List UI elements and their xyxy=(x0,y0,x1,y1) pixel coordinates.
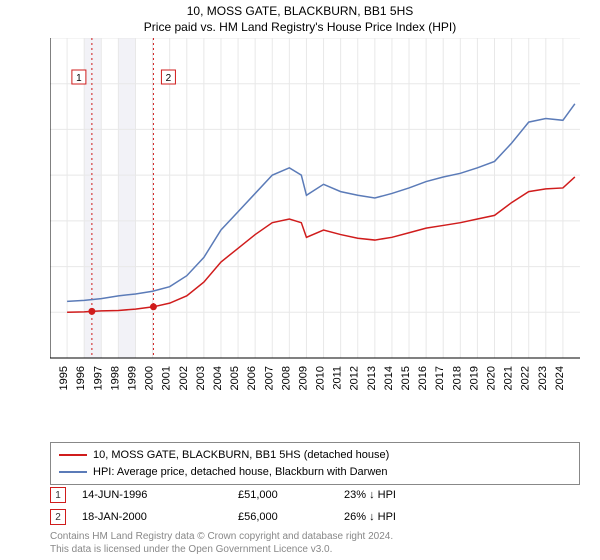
chart-title: 10, MOSS GATE, BLACKBURN, BB1 5HS xyxy=(0,0,600,18)
svg-text:2008: 2008 xyxy=(280,366,292,390)
svg-text:2024: 2024 xyxy=(554,366,566,390)
chart-container: 10, MOSS GATE, BLACKBURN, BB1 5HS Price … xyxy=(0,0,600,560)
svg-text:2006: 2006 xyxy=(246,366,258,390)
chart-plot-area: £0£50K£100K£150K£200K£250K£300K£350K1994… xyxy=(50,38,580,398)
svg-text:2007: 2007 xyxy=(263,366,275,390)
hpi-diff: 26% ↓ HPI xyxy=(344,511,464,523)
svg-text:1997: 1997 xyxy=(92,366,104,390)
sale-price: £56,000 xyxy=(238,511,328,523)
footer-attribution: Contains HM Land Registry data © Crown c… xyxy=(50,530,393,556)
svg-text:2023: 2023 xyxy=(537,366,549,390)
svg-text:1996: 1996 xyxy=(75,366,87,390)
svg-text:2: 2 xyxy=(166,73,172,84)
sale-date: 14-JUN-1996 xyxy=(82,489,222,501)
svg-text:2010: 2010 xyxy=(315,366,327,390)
footer-line: This data is licensed under the Open Gov… xyxy=(50,543,393,556)
svg-text:1994: 1994 xyxy=(50,366,53,390)
svg-text:2002: 2002 xyxy=(178,366,190,390)
svg-text:2000: 2000 xyxy=(144,366,156,390)
legend-item: 10, MOSS GATE, BLACKBURN, BB1 5HS (detac… xyxy=(59,447,571,464)
svg-text:2003: 2003 xyxy=(195,366,207,390)
hpi-diff: 23% ↓ HPI xyxy=(344,489,464,501)
svg-text:2017: 2017 xyxy=(434,366,446,390)
svg-text:1998: 1998 xyxy=(109,366,121,390)
svg-text:2016: 2016 xyxy=(417,366,429,390)
svg-text:1999: 1999 xyxy=(126,366,138,390)
svg-text:2005: 2005 xyxy=(229,366,241,390)
svg-text:2022: 2022 xyxy=(520,366,532,390)
svg-text:1995: 1995 xyxy=(58,366,70,390)
legend-item: HPI: Average price, detached house, Blac… xyxy=(59,464,571,481)
legend-swatch xyxy=(59,454,87,456)
svg-text:2018: 2018 xyxy=(451,366,463,390)
svg-text:2021: 2021 xyxy=(503,366,515,390)
table-row: 1 14-JUN-1996 £51,000 23% ↓ HPI xyxy=(50,484,580,506)
chart-svg: £0£50K£100K£150K£200K£250K£300K£350K1994… xyxy=(50,38,580,398)
sale-price: £51,000 xyxy=(238,489,328,501)
svg-text:2019: 2019 xyxy=(468,366,480,390)
data-point-table: 1 14-JUN-1996 £51,000 23% ↓ HPI 2 18-JAN… xyxy=(50,484,580,528)
table-row: 2 18-JAN-2000 £56,000 26% ↓ HPI xyxy=(50,506,580,528)
marker-badge: 2 xyxy=(50,509,66,525)
svg-text:2001: 2001 xyxy=(161,366,173,390)
sale-date: 18-JAN-2000 xyxy=(82,511,222,523)
svg-text:2020: 2020 xyxy=(486,366,498,390)
svg-text:2015: 2015 xyxy=(400,366,412,390)
chart-subtitle: Price paid vs. HM Land Registry's House … xyxy=(0,18,600,34)
legend-label: 10, MOSS GATE, BLACKBURN, BB1 5HS (detac… xyxy=(93,447,389,464)
svg-text:2013: 2013 xyxy=(366,366,378,390)
svg-text:1: 1 xyxy=(76,73,82,84)
legend: 10, MOSS GATE, BLACKBURN, BB1 5HS (detac… xyxy=(50,442,580,485)
footer-line: Contains HM Land Registry data © Crown c… xyxy=(50,530,393,543)
svg-text:2011: 2011 xyxy=(332,366,344,390)
svg-text:2014: 2014 xyxy=(383,366,395,390)
svg-text:2012: 2012 xyxy=(349,366,361,390)
svg-text:2004: 2004 xyxy=(212,366,224,390)
legend-swatch xyxy=(59,471,87,473)
marker-badge: 1 xyxy=(50,487,66,503)
legend-label: HPI: Average price, detached house, Blac… xyxy=(93,464,388,481)
svg-text:2009: 2009 xyxy=(297,366,309,390)
